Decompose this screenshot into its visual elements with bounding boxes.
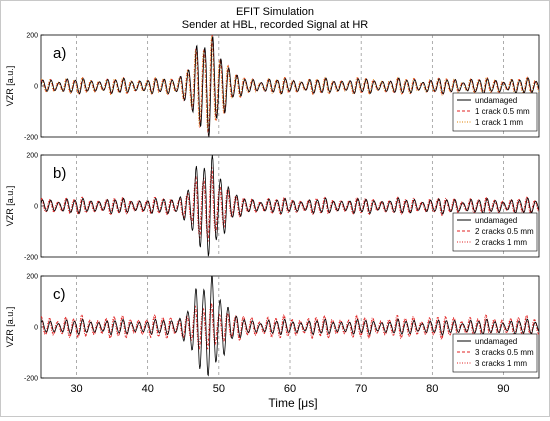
legend-entry: 2 cracks 0.5 mm — [475, 227, 534, 236]
panel-label: a) — [53, 45, 66, 62]
y-tick-label: 0 — [34, 204, 38, 211]
panel-label: c) — [53, 286, 66, 303]
y-tick-label: 200 — [26, 274, 38, 281]
y-tick-label: 200 — [26, 33, 38, 40]
panel-0: 200 0 -200 VZR [a.u.] a) undamaged 1 crack 0.5… — [5, 33, 540, 142]
series-line-0 — [41, 36, 539, 137]
legend-box — [452, 212, 538, 252]
legend-entry: 1 crack 1 mm — [475, 118, 523, 127]
x-tick-label: 30 — [70, 383, 82, 395]
series-line-2 — [41, 304, 539, 350]
legend: undamaged 2 cracks 0.5 mm 2 cracks 1 mm — [452, 212, 538, 252]
panels: 200 0 -200 VZR [a.u.] a) undamaged 1 crack 0.5… — [5, 33, 540, 383]
panel-2: 200 0 -200 VZR [a.u.] c) undamaged 3 cracks 0.… — [5, 274, 540, 383]
legend-entry: 3 cracks 0.5 mm — [475, 348, 534, 357]
legend-entry: undamaged — [475, 337, 517, 346]
legend-entry: 2 cracks 1 mm — [475, 238, 527, 247]
x-tick-label: 50 — [213, 383, 225, 395]
legend-entry: undamaged — [475, 216, 517, 225]
y-tick-label: -200 — [24, 255, 38, 262]
chart-subtitle: Sender at HBL, recorded Signal at HR — [182, 19, 369, 31]
series-line-0 — [41, 155, 539, 257]
y-axis-label: VZR [a.u.] — [5, 307, 15, 348]
x-axis: 30 40 50 60 70 80 90 — [70, 383, 509, 395]
series-line-0 — [41, 276, 539, 377]
series-line-2 — [41, 36, 539, 132]
panel-label: b) — [53, 165, 66, 182]
series-line-1 — [41, 166, 539, 242]
series-line-2 — [41, 171, 539, 238]
y-axis-label: VZR [a.u.] — [5, 66, 15, 107]
y-tick-label: -200 — [24, 135, 38, 142]
panel-1: 200 0 -200 VZR [a.u.] b) undamaged 2 cracks 0.… — [5, 153, 540, 262]
y-tick-label: -200 — [24, 376, 38, 383]
legend: undamaged 3 cracks 0.5 mm 3 cracks 1 mm — [452, 333, 538, 373]
x-axis-label: Time [μs] — [268, 396, 317, 410]
y-tick-label: 0 — [34, 84, 38, 91]
legend-entry: 3 cracks 1 mm — [475, 359, 527, 368]
y-tick-label: 0 — [34, 325, 38, 332]
legend-entry: undamaged — [475, 96, 517, 105]
x-tick-label: 80 — [426, 383, 438, 395]
legend-box — [452, 92, 538, 132]
chart-title: EFIT Simulation — [236, 6, 314, 18]
y-axis-label: VZR [a.u.] — [5, 186, 15, 227]
x-tick-label: 40 — [142, 383, 154, 395]
legend-box — [452, 333, 538, 373]
x-tick-label: 60 — [284, 383, 296, 395]
legend-entry: 1 crack 0.5 mm — [475, 107, 530, 116]
legend: undamaged 1 crack 0.5 mm 1 crack 1 mm — [452, 92, 538, 132]
y-tick-label: 200 — [26, 153, 38, 160]
x-tick-label: 70 — [355, 383, 367, 395]
x-tick-label: 90 — [497, 383, 509, 395]
